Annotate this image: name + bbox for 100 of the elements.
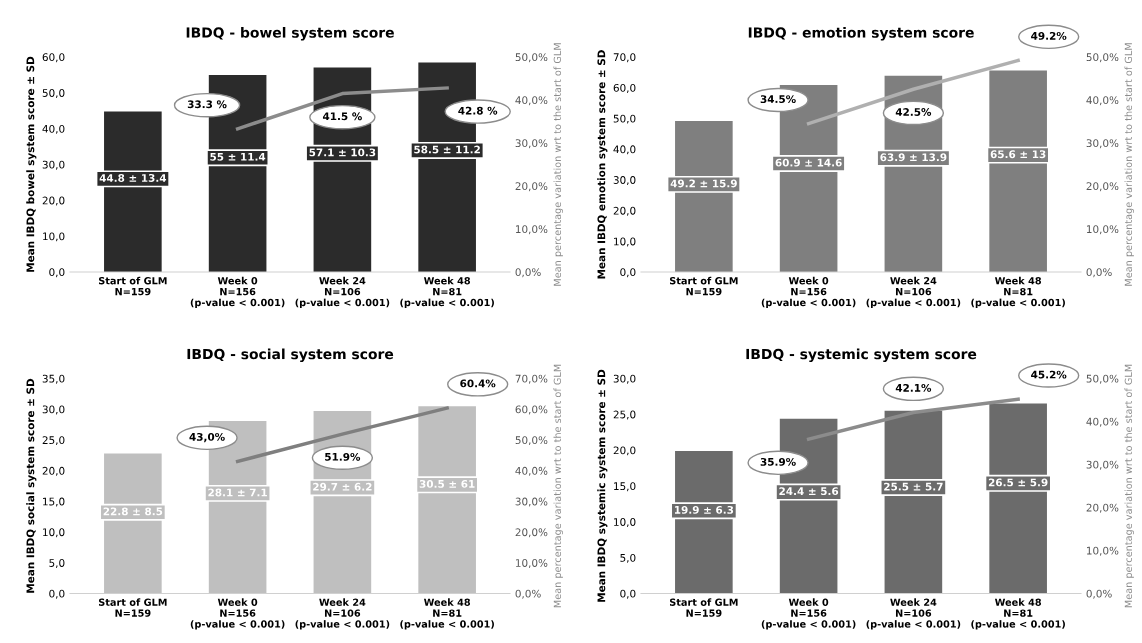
- y2-tick-label: 70,0%: [515, 374, 548, 384]
- y2-tick-label: 40,0%: [515, 466, 548, 476]
- data-label: 57.1 ± 10.3: [309, 148, 376, 157]
- y-tick-label: 40,0: [42, 124, 65, 134]
- y-tick-label: 35,0: [42, 374, 65, 384]
- data-label: 45.2%: [1031, 370, 1067, 379]
- y-tick-label: 10,0: [614, 237, 636, 247]
- y2-tick-label: 0,0%: [515, 589, 541, 599]
- y2-tick-label: 20,0%: [515, 182, 548, 192]
- x-tick-label: Week 48 N=81 (p-value < 0.001): [971, 276, 1065, 309]
- y-tick-label: 60,0: [613, 83, 636, 93]
- y-axis-title: Mean IBDQ systemic system score ± SD: [597, 369, 608, 602]
- y2-axis-title: Mean percentage variation wrt to the start of GLM: [1124, 43, 1134, 286]
- x-tick-label: Week 48 N=81 (p-value < 0.001): [400, 598, 494, 630]
- x-tick-label: Start of GLM N=159: [98, 598, 167, 617]
- data-label: 58.5 ± 11.2: [414, 145, 480, 154]
- x-tick-label: Week 0 N=156 (p-value < 0.001): [190, 598, 285, 630]
- y2-tick-label: 30,0%: [515, 497, 548, 507]
- x-tick-label: Week 0 N=156 (p-value < 0.001): [190, 276, 285, 309]
- y2-tick-label: 10,0%: [516, 225, 548, 235]
- y2-axis-title: Mean percentage variation wrt to the start of GLM: [1124, 364, 1134, 608]
- y2-tick-label: 30,0%: [515, 139, 548, 149]
- y-tick-label: 0,0: [620, 268, 636, 278]
- data-label: 42.8 %: [458, 106, 498, 115]
- x-tick-label: Week 24 N=106 (p-value < 0.001): [866, 276, 961, 309]
- x-tick-label: Week 24 N=106 (p-value < 0.001): [295, 598, 390, 630]
- chart-title: IBDQ - bowel system score: [186, 27, 394, 41]
- y-tick-label: 20,0: [613, 446, 636, 456]
- y-tick-label: 60,0: [42, 53, 65, 63]
- chart-title: IBDQ - emotion system score: [748, 27, 974, 41]
- data-label: 63.9 ± 13.9: [880, 153, 947, 162]
- y2-tick-label: 20,0%: [515, 528, 548, 538]
- y2-tick-label: 10,0%: [1087, 546, 1119, 556]
- y2-tick-label: 50,0%: [515, 436, 548, 446]
- x-tick-label: Week 24 N=106 (p-value < 0.001): [295, 276, 390, 309]
- y-tick-label: 10,0: [43, 528, 65, 538]
- y-tick-label: 10,0: [43, 232, 65, 242]
- chart-title: IBDQ - systemic system score: [746, 348, 977, 363]
- data-label: 30.5 ± 61: [419, 479, 475, 488]
- data-label: 44.8 ± 13.4: [99, 174, 167, 182]
- y2-tick-label: 0,0%: [515, 268, 541, 278]
- y2-tick-label: 50,0%: [1086, 374, 1119, 384]
- y-tick-label: 5,0: [49, 559, 65, 568]
- y-tick-label: 20,0: [42, 196, 65, 206]
- y2-tick-label: 10,0%: [516, 559, 548, 568]
- data-label: 34.5%: [760, 95, 796, 104]
- y2-axis-title: Mean percentage variation wrt to the start of GLM: [553, 364, 563, 608]
- bar: [418, 406, 476, 594]
- x-tick-label: Week 0 N=156 (p-value < 0.001): [761, 598, 856, 630]
- data-label: 43,0%: [189, 432, 225, 443]
- bar: [989, 70, 1047, 272]
- x-tick-label: Start of GLM N=159: [98, 276, 167, 296]
- y-tick-label: 20,0: [613, 206, 636, 216]
- y-tick-label: 15,0: [614, 482, 636, 492]
- y-tick-label: 20,0: [42, 466, 65, 476]
- y2-axis-title: Mean percentage variation wrt to the start of GLM: [553, 43, 563, 286]
- data-label: 49.2%: [1031, 31, 1067, 40]
- data-label: 28.1 ± 7.1: [208, 488, 267, 497]
- y-tick-label: 30,0: [613, 176, 636, 186]
- data-label: 42.1%: [895, 383, 932, 392]
- data-label: 65.6 ± 13: [990, 150, 1046, 159]
- x-tick-label: Week 48 N=81 (p-value < 0.001): [971, 598, 1065, 630]
- y2-tick-label: 20,0%: [1086, 503, 1119, 513]
- x-tick-label: Start of GLM N=159: [669, 598, 738, 617]
- y-tick-label: 25,0: [42, 436, 65, 446]
- y-tick-label: 5,0: [620, 553, 636, 563]
- y2-tick-label: 30,0%: [1086, 139, 1119, 149]
- y-axis-title: Mean IBDQ bowel system score ± SD: [26, 56, 37, 272]
- y2-tick-label: 0,0%: [1086, 268, 1112, 278]
- data-label: 42.5%: [895, 108, 932, 116]
- y2-tick-label: 0,0%: [1086, 589, 1112, 599]
- y2-tick-label: 40,0%: [515, 96, 548, 106]
- x-tick-label: Week 0 N=156 (p-value < 0.001): [761, 276, 856, 309]
- data-label: 55 ± 11.4: [210, 152, 266, 161]
- x-tick-label: Week 48 N=81 (p-value < 0.001): [400, 276, 494, 309]
- y-tick-label: 30,0: [42, 160, 65, 170]
- data-label: 41.5 %: [322, 112, 362, 121]
- y-tick-label: 70,0: [613, 53, 636, 63]
- data-label: 51.9%: [325, 452, 361, 461]
- y2-tick-label: 20,0%: [1086, 182, 1119, 192]
- data-label: 49.2 ± 15.9: [670, 179, 737, 188]
- y-tick-label: 30,0: [42, 405, 65, 415]
- y-axis-title: Mean IBDQ emotion system score ± SD: [597, 50, 608, 279]
- y-tick-label: 0,0: [49, 268, 65, 278]
- data-label: 29.7 ± 6.2: [313, 482, 372, 491]
- data-label: 24.4 ± 5.6: [779, 487, 839, 496]
- data-label: 26.5 ± 5.9: [988, 478, 1048, 487]
- y-tick-label: 50,0: [42, 89, 65, 98]
- y2-tick-label: 40,0%: [1086, 417, 1119, 427]
- y-tick-label: 30,0: [613, 374, 636, 384]
- y-tick-label: 50,0: [613, 114, 636, 124]
- y-tick-label: 0,0: [620, 589, 636, 599]
- y2-tick-label: 50,0%: [1086, 53, 1119, 63]
- x-tick-label: Start of GLM N=159: [669, 276, 738, 296]
- y2-tick-label: 60,0%: [515, 405, 548, 415]
- y2-tick-label: 30,0%: [1086, 460, 1119, 470]
- data-label: 25.5 ± 5.7: [884, 482, 943, 491]
- y-tick-label: 0,0: [49, 589, 65, 599]
- y-tick-label: 40,0: [613, 145, 636, 155]
- data-label: 19.9 ± 6.3: [674, 505, 734, 514]
